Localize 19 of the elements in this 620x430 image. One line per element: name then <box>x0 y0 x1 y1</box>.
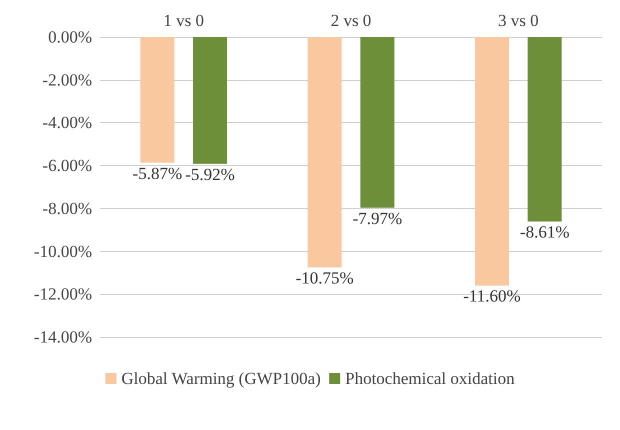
data-label: -5.87% <box>132 164 182 183</box>
data-label: -11.60% <box>463 286 521 306</box>
y-tick-label: -4.00% <box>42 113 92 132</box>
x-tick-label: 1 vs 0 <box>163 11 204 30</box>
y-tick-label: -6.00% <box>42 156 92 176</box>
data-label: -7.97% <box>352 208 402 228</box>
legend-label: Photochemical oxidation <box>345 369 516 388</box>
legend-label: Global Warming (GWP100a) <box>121 369 321 388</box>
y-tick-label: -8.00% <box>42 198 92 218</box>
y-tick-label: -10.00% <box>34 242 92 261</box>
y-tick-label: 0.00% <box>48 28 92 46</box>
y-tick-label: -14.00% <box>34 328 92 346</box>
data-label: -5.92% <box>185 164 235 184</box>
data-label: -10.75% <box>296 268 354 288</box>
y-tick-label: -2.00% <box>42 70 92 90</box>
x-tick-label: 3 vs 0 <box>498 11 539 30</box>
data-label: -8.61% <box>520 222 570 242</box>
y-tick-label: -12.00% <box>34 284 92 304</box>
x-tick-label: 2 vs 0 <box>330 11 372 30</box>
